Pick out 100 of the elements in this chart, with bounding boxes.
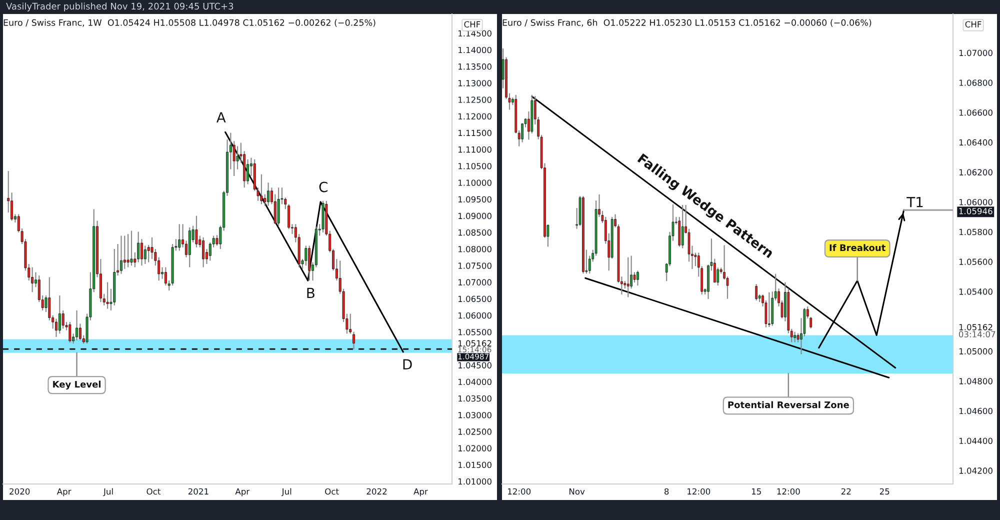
text: VasilyTrader published Nov 19, 2021 09:45 UTC+3 [6, 2, 234, 12]
candlestick [58, 294, 61, 334]
x-tick-label: 12:00 [688, 488, 710, 495]
annotation: C [319, 182, 328, 192]
y-tick-label: 1.06500 [458, 296, 492, 302]
x-tick-label: 8 [664, 488, 669, 495]
x-tick-label: Apr [414, 488, 428, 496]
annotation: T1 [906, 197, 923, 208]
annotation: B [307, 288, 314, 298]
y-tick-label: 1.04400 [959, 438, 992, 444]
x-tick-label: Jul [281, 488, 292, 496]
y-tick-label: 1.05800 [959, 228, 992, 236]
candlestick [140, 238, 143, 266]
x-tick-label: 25 [880, 488, 890, 495]
y-tick-label: 1.05600 [959, 258, 992, 265]
annotation: Potential Reversal Zone [728, 401, 849, 408]
y-tick-label: 1.03000 [458, 412, 492, 418]
y-axis-title: CHF [965, 21, 982, 28]
candlestick [144, 245, 146, 264]
y-tick-label: 1.02500 [458, 428, 492, 435]
y-tick-label: 1.05162 [458, 340, 492, 346]
y-tick-label: 1.10000 [458, 180, 492, 186]
x-tick-label: 15 [752, 488, 761, 495]
y-tick-label: 1.14000 [458, 46, 492, 54]
y-tick-label: 1.05162 [959, 324, 992, 330]
candlestick [120, 235, 122, 274]
candlestick [164, 266, 167, 286]
candlestick [202, 236, 205, 268]
y-axis-title: CHF [464, 21, 480, 28]
x-tick-label: Apr [56, 488, 72, 496]
y-tick-label: 1.09500 [458, 196, 492, 202]
candlestick [68, 321, 72, 344]
candlestick [794, 331, 796, 343]
y-tick-label: 1.06200 [959, 169, 992, 176]
y-tick-label: 1.07000 [458, 279, 492, 286]
candlestick [31, 266, 34, 293]
y-tick-label: 1.06000 [458, 312, 492, 319]
candlestick [178, 224, 181, 252]
y-tick-label: 1.08500 [458, 229, 492, 236]
candlestick [236, 146, 239, 170]
y-tick-label: 1.04200 [959, 468, 992, 474]
x-tick-label: Oct [146, 488, 160, 495]
y-tick-label: 1.13000 [458, 80, 492, 86]
y-tick-label: 1.05500 [458, 328, 492, 336]
candlestick [76, 310, 78, 341]
y-tick-label: 1.01500 [458, 462, 492, 468]
y-tick-label: 1.04600 [959, 408, 992, 414]
y-tick-label: 1.02000 [458, 445, 492, 452]
candlestick [681, 204, 684, 249]
candlestick [636, 270, 639, 286]
annotation: A [216, 112, 226, 122]
x-tick-label: 12:00 [508, 488, 531, 495]
y-tick-label: 1.11000 [458, 146, 492, 153]
x-tick-label: 2020 [10, 488, 30, 495]
candlestick [188, 226, 191, 268]
y-tick-label: 1.12500 [458, 96, 492, 103]
candlestick [147, 244, 150, 263]
x-tick-label: Apr [235, 488, 250, 496]
candlestick [260, 174, 263, 205]
candlestick [106, 282, 109, 310]
text: 03:14:07 [958, 331, 996, 338]
candlestick [352, 331, 356, 350]
y-tick-label: 1.05400 [959, 288, 992, 295]
y-tick-label: 1.09000 [458, 212, 492, 220]
y-tick-label: 1.04000 [458, 378, 492, 386]
candlestick [267, 182, 270, 206]
y-tick-label: 1.06000 [959, 198, 992, 206]
candlestick [130, 230, 133, 266]
y-tick-label: 1.06800 [959, 80, 992, 86]
y-tick-label: 1.11500 [458, 130, 492, 136]
text: Euro / Swiss Franc, 6h O1.05222 H1.05230 L1.05153 C1.05162 −0.00060 (−0.06%) [502, 19, 872, 27]
text: 1.05946 [959, 208, 992, 214]
candlestick [521, 122, 524, 143]
x-tick-label: 22 [841, 488, 851, 494]
y-tick-label: 1.06600 [959, 109, 992, 116]
candlestick [768, 292, 770, 328]
y-tick-label: 1.03500 [458, 395, 492, 402]
y-tick-label: 1.01000 [458, 478, 492, 485]
y-tick-label: 1.04800 [959, 378, 992, 384]
y-tick-label: 1.07500 [458, 262, 492, 269]
candlestick [62, 310, 64, 330]
candlestick [626, 256, 630, 298]
y-tick-label: 1.05000 [959, 348, 992, 354]
y-tick-label: 1.10500 [458, 163, 492, 170]
annotation: D [403, 359, 412, 370]
candlestick [633, 272, 636, 284]
candlestick [277, 187, 280, 226]
text: Euro / Swiss Franc, 1W O1.05424 H1.05508 L1.04978 C1.05162 −0.00262 (−0.25%) [4, 19, 376, 27]
candlestick [126, 234, 130, 268]
candlestick [195, 215, 198, 248]
y-tick-label: 1.13500 [458, 63, 492, 70]
y-tick-label: 1.08000 [458, 246, 492, 252]
y-tick-label: 1.12000 [458, 113, 492, 120]
candlestick [755, 284, 758, 302]
y-tick-label: 1.06400 [959, 139, 992, 146]
x-tick-label: 2021 [188, 488, 208, 495]
annotation: If Breakout [830, 244, 886, 252]
x-tick-label: Jul [103, 488, 113, 496]
x-tick-label: 12:00 [777, 488, 800, 495]
y-tick-label: 1.07000 [959, 50, 992, 56]
